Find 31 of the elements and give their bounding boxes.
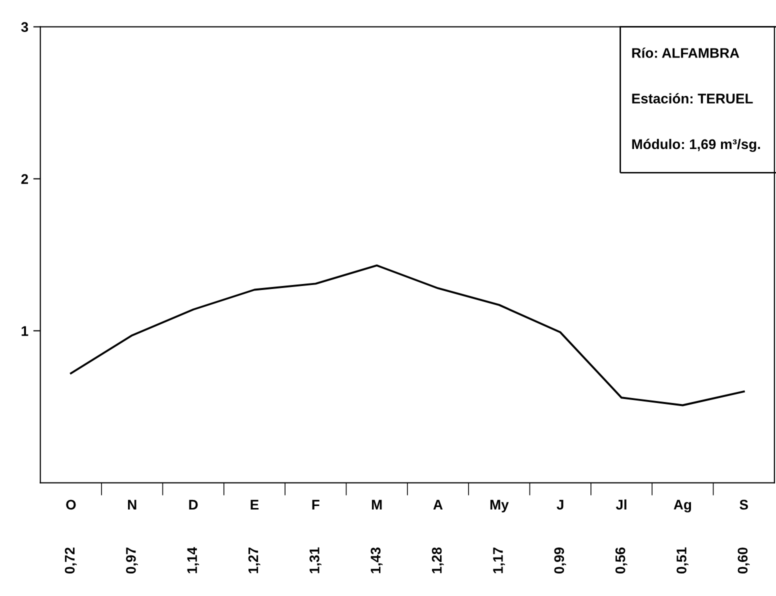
x-tick-label: E <box>250 500 259 510</box>
x-tick-label: My <box>490 500 509 512</box>
data-label: 0,72 <box>64 548 77 574</box>
data-label: 0,56 <box>615 548 628 574</box>
x-tick-label: O <box>66 500 76 510</box>
data-label: 1,28 <box>432 547 444 574</box>
x-tick-label: S <box>740 500 748 510</box>
x-tick-label: F <box>312 500 320 510</box>
line-series <box>70 264 745 406</box>
annotation: Módulo: 1,69 m³/sg. <box>632 138 760 152</box>
x-tick-label: Jl <box>616 499 626 510</box>
data-label: 0,51 <box>676 547 688 574</box>
y-tick-label: 1 <box>22 326 28 336</box>
data-label: 0,60 <box>738 548 750 574</box>
data-label: 1,17 <box>493 548 505 574</box>
annotation: Río: ALFAMBRA <box>632 48 740 58</box>
x-tick-label: Ag <box>674 500 692 512</box>
x-tick-label: A <box>433 500 443 510</box>
y-tick-label: 3 <box>21 22 28 32</box>
data-label: 1,27 <box>248 548 260 574</box>
data-label: 1,14 <box>187 547 200 574</box>
x-tick-label: N <box>128 500 136 510</box>
data-label: 0,99 <box>554 548 566 574</box>
annotation: Estación: TERUEL <box>632 93 753 104</box>
x-tick-label: M <box>372 500 382 510</box>
x-tick-label: D <box>189 500 198 510</box>
y-tick-label: 2 <box>21 174 28 184</box>
data-label: 1,43 <box>370 548 383 574</box>
x-tick-label: J <box>556 500 564 510</box>
data-label: 0,97 <box>126 548 138 574</box>
data-label: 1,31 <box>310 547 322 574</box>
